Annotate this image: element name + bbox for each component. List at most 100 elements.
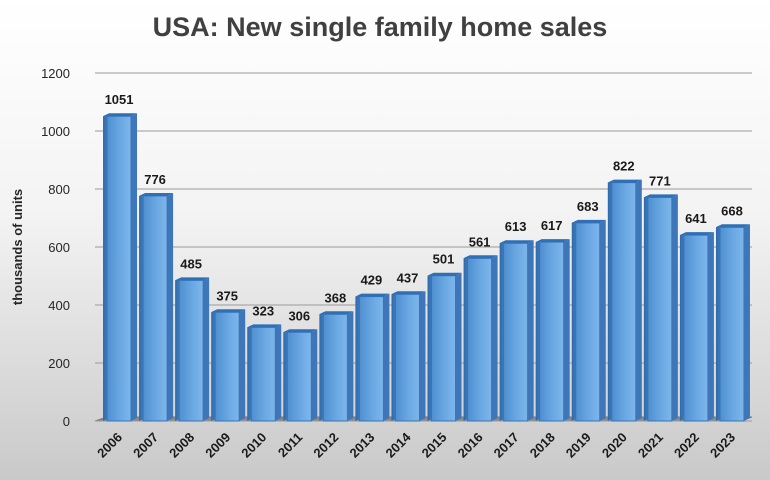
bar-front [719, 226, 745, 422]
bar-top [247, 324, 282, 328]
bar-side [535, 240, 540, 421]
bar-side [643, 195, 648, 421]
x-tick-label: 2014 [383, 429, 415, 461]
bar-front [214, 311, 240, 422]
x-tick-label: 2010 [238, 430, 269, 461]
bar-side [103, 114, 108, 422]
bar-side [211, 310, 216, 421]
y-tick-label: 800 [48, 182, 70, 197]
bar-top [283, 329, 318, 333]
bar-2006 [103, 113, 138, 422]
bar-front [106, 115, 132, 422]
data-label: 368 [325, 290, 347, 305]
bar-top [427, 272, 462, 276]
bar-front [575, 222, 601, 422]
bar-2011 [283, 329, 318, 422]
bar-top [571, 219, 606, 223]
x-tick-label: 2021 [635, 430, 666, 461]
bar-2009 [211, 309, 246, 422]
bar-depth [203, 277, 210, 421]
bar-depth [239, 309, 246, 421]
bar-top [391, 291, 426, 295]
bar-depth [383, 293, 390, 421]
bar-depth [707, 232, 714, 421]
bar-side [463, 256, 468, 421]
bar-front [503, 242, 529, 422]
data-label: 429 [361, 273, 383, 288]
bar-side [319, 312, 324, 421]
x-tick-label: 2018 [527, 430, 558, 461]
bar-side [355, 294, 360, 421]
bar-side [715, 225, 720, 421]
y-tick-label: 1000 [41, 124, 70, 139]
bar-2015 [427, 272, 462, 422]
bar-side [247, 325, 252, 421]
bar-front [394, 293, 420, 422]
bar-depth [671, 194, 678, 421]
bar-depth [167, 192, 174, 421]
bar-top [319, 311, 354, 315]
x-tick-label: 2011 [275, 430, 306, 461]
bar-depth [743, 224, 750, 421]
data-label: 822 [613, 159, 635, 174]
bar-front [683, 234, 709, 422]
data-label: 683 [577, 199, 599, 214]
data-label: 776 [144, 172, 166, 187]
bar-front [142, 195, 168, 422]
bar-side [139, 193, 144, 421]
bar-2021 [643, 194, 678, 422]
x-tick-label: 2023 [707, 430, 738, 461]
bar-2023 [715, 224, 750, 422]
bar-top [535, 239, 570, 243]
bar-depth [311, 329, 318, 421]
x-tick-label: 2015 [419, 430, 450, 461]
bar-2022 [679, 232, 714, 422]
y-tick-label: 600 [48, 240, 70, 255]
data-labels: 1051 776 485 375 323 306 368 429 437 501 561 613 617… [105, 92, 743, 323]
x-tick-label: 2019 [563, 430, 594, 461]
bars [103, 113, 750, 422]
bar-2020 [607, 179, 642, 422]
y-tick-label: 1200 [41, 66, 70, 81]
x-tick-label: 2017 [491, 430, 522, 461]
bar-2013 [355, 293, 390, 422]
x-tick-label: 2016 [455, 430, 486, 461]
bar-front [539, 241, 565, 422]
bar-2018 [535, 239, 570, 422]
bar-2014 [391, 291, 426, 422]
bar-side [679, 233, 684, 421]
data-label: 501 [433, 252, 455, 267]
bar-depth [419, 291, 426, 421]
bar-top [211, 309, 246, 313]
x-tick-label: 2009 [202, 430, 233, 461]
bar-top [139, 192, 174, 196]
data-label: 668 [721, 203, 743, 218]
bar-top [463, 255, 498, 259]
bar-top [679, 232, 714, 236]
y-axis-label: thousands of units [10, 189, 25, 305]
bar-top [643, 194, 678, 198]
bar-front [322, 313, 348, 422]
x-tick-label: 2022 [671, 430, 702, 461]
bar-depth [599, 219, 606, 421]
x-tick-label: 2013 [346, 430, 377, 461]
data-label: 323 [252, 303, 274, 318]
bar-front [178, 279, 204, 422]
data-label: 561 [469, 234, 491, 249]
bar-top [175, 277, 210, 281]
bar-depth [563, 239, 570, 421]
bar-side [175, 278, 180, 421]
bar-2017 [499, 240, 534, 422]
bar-top [103, 113, 138, 117]
y-tick-label: 0 [63, 414, 70, 429]
y-tick-label: 400 [48, 298, 70, 313]
data-label: 485 [180, 256, 202, 271]
bar-top [715, 224, 750, 228]
bar-depth [347, 311, 354, 421]
bar-top [607, 179, 642, 183]
bar-front [647, 196, 673, 422]
bar-side [499, 241, 504, 421]
bar-2016 [463, 255, 498, 422]
